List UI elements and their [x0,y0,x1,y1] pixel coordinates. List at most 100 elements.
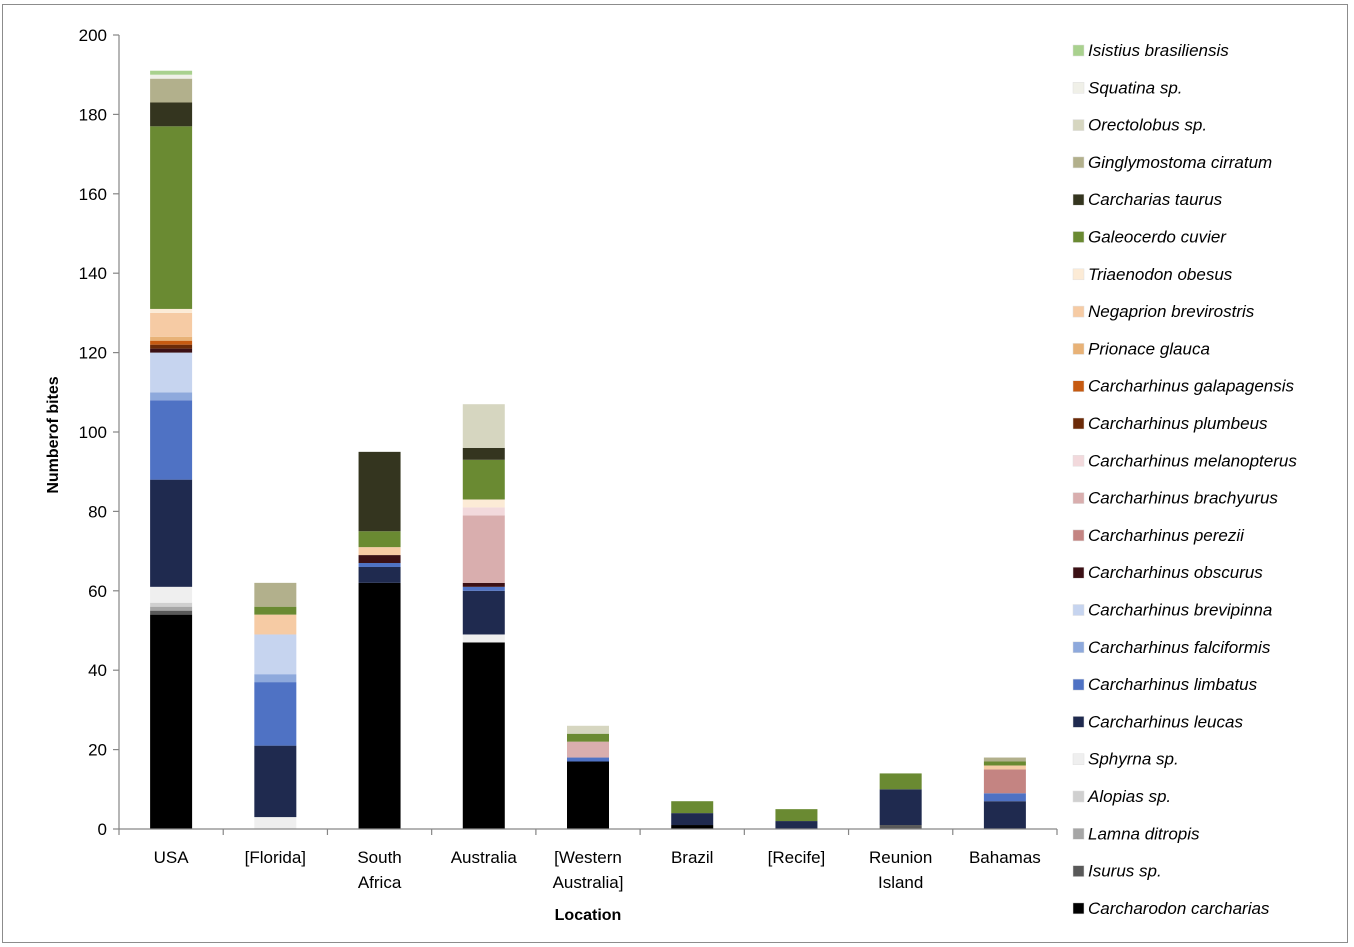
legend-swatch [1072,753,1085,765]
legend-item: Carcharhinus melanopterus [1072,451,1297,470]
legend-swatch [1072,268,1085,281]
legend-label: Galeocerdo cuvier [1088,228,1227,247]
bar-segment [150,344,193,349]
legend-label: Carcharodon carcharias [1088,899,1270,918]
bar-segment [254,582,297,607]
bar-segment [358,582,401,829]
legend-swatch [1072,417,1085,430]
legend-swatch [1072,902,1085,915]
legend-item: Triaenodon obesus [1072,265,1233,284]
bar-segment [775,821,818,829]
bar-segment [462,590,505,635]
bars-layer [150,70,1026,829]
legend-label: Squatina sp. [1088,78,1183,97]
bar-segment [983,765,1026,770]
y-tick-label: 40 [88,661,107,680]
bar-segment [358,451,401,532]
legend-swatch [1072,604,1085,616]
bar-segment [150,336,193,341]
legend-label: Carcharhinus perezii [1088,526,1245,545]
x-tick-label: [Recife] [768,848,826,867]
legend-item: Isistius brasiliensis [1072,41,1229,60]
legend-swatch [1072,193,1085,206]
legend-swatch [1072,678,1085,691]
legend-swatch [1072,455,1085,467]
legend-item: Isurus sp. [1072,862,1162,881]
bar-segment [150,610,193,615]
legend-label: Isistius brasiliensis [1088,41,1229,60]
bar-segment [567,725,609,734]
y-tick-label: 180 [79,105,107,124]
legend-swatch [1072,343,1085,355]
bar-segment [983,793,1026,802]
bar-segment [567,733,609,742]
legend-item: Orectolobus sp. [1072,116,1207,135]
bar-segment [358,566,401,583]
legend-label: Carcharhinus leucas [1088,712,1243,731]
bar-segment [567,761,609,829]
bar-segment [567,741,609,758]
bar-segment [358,547,401,556]
legend-label: Carcharhinus limbatus [1088,675,1258,694]
legend-label: Carcharhinus obscurus [1088,563,1263,582]
bar-segment [462,447,505,460]
bar-segment [462,582,505,587]
legend-item: Carcharhinus plumbeus [1072,414,1268,433]
bar-segment [150,606,193,611]
bar-segment [150,348,193,353]
x-tick-label: Brazil [671,848,714,867]
legend-item: Prionace glauca [1072,339,1210,358]
bar-segment [150,479,193,587]
bar-segment [671,801,714,814]
legend-swatch [1072,641,1085,654]
y-tick-label: 100 [79,423,107,442]
legend-item: Lamna ditropis [1072,824,1200,843]
legend-label: Ginglymostoma cirratum [1088,153,1272,172]
legend-label: Carcharhinus brevipinna [1088,601,1272,620]
legend-item: Galeocerdo cuvier [1072,228,1227,247]
bar-segment [150,126,193,309]
legend-item: Carcharhinus perezii [1072,526,1245,545]
legend-label: Carcharhinus falciformis [1088,638,1271,657]
x-tick-label: Bahamas [969,848,1041,867]
bar-segment [879,789,922,826]
legend-item: Carcharhinus leucas [1072,712,1243,731]
legend-item: Carcharhinus limbatus [1072,675,1258,694]
bar-segment [462,507,505,516]
bar-segment [462,634,505,643]
bar-segment [150,70,193,75]
bar-segment [254,674,297,683]
bar-segment [358,531,401,548]
bar-segment [150,352,193,393]
legend-item: Carcharodon carcharias [1072,899,1270,918]
bar-segment [358,555,401,564]
bar-segment [358,563,401,567]
legend-item: Ginglymostoma cirratum [1072,153,1272,172]
x-tick-label: USA [154,848,190,867]
bar-segment [567,757,609,762]
legend-swatch [1072,119,1085,131]
legend-swatch [1072,529,1085,542]
bar-segment [254,817,297,829]
bar-segment [671,825,714,829]
bar-segment [462,586,505,591]
bar-segment [254,606,297,615]
bar-segment [983,761,1026,766]
legend-item: Alopias sp. [1072,787,1171,806]
legend-item: Sphyrna sp. [1072,750,1179,769]
legend-label: Sphyrna sp. [1088,750,1179,769]
y-tick-label: 200 [79,26,107,45]
bar-segment [150,78,193,103]
bar-segment [150,392,193,401]
bar-segment [254,682,297,746]
bar-segment [671,813,714,826]
bar-segment [254,634,297,675]
bar-segment [775,809,818,822]
legend-swatch [1072,790,1085,803]
y-tick-label: 0 [98,820,107,839]
bar-segment [462,642,505,829]
y-tick-label: 140 [79,264,107,283]
bar-segment [983,801,1026,829]
legend-label: Prionace glauca [1088,339,1210,358]
bar-segment [879,773,922,790]
